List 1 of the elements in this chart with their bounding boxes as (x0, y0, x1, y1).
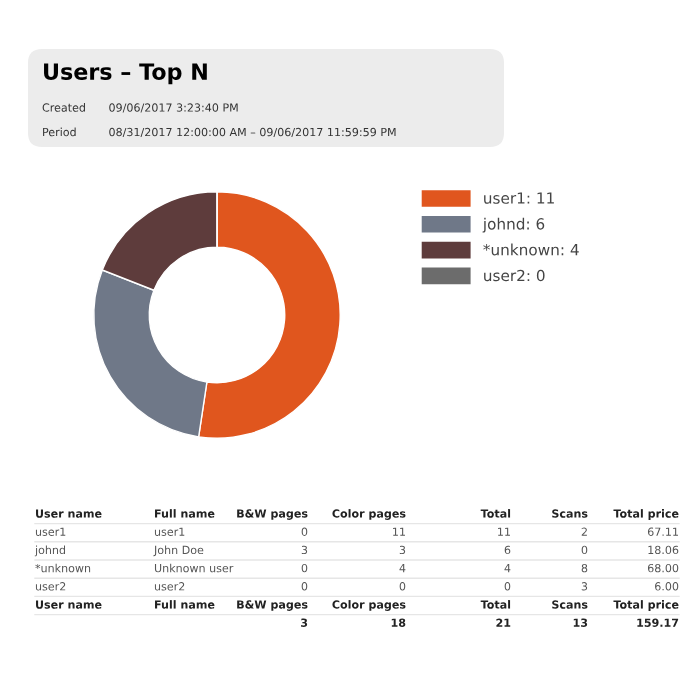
chart-title: Users – Top N (44, 63, 207, 85)
